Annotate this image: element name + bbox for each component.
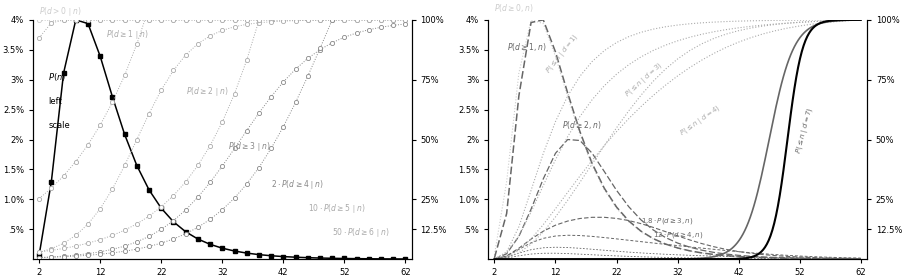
Text: $2\cdot P(d\geq 4\mid n)$: $2\cdot P(d\geq 4\mid n)$	[272, 179, 324, 191]
Text: $P(d\geq 3\mid n)$: $P(d\geq 3\mid n)$	[228, 140, 271, 153]
Text: $P(d\geq 1\mid n)$: $P(d\geq 1\mid n)$	[106, 28, 149, 41]
Text: $P(\leq n\mid d=1)$: $P(\leq n\mid d=1)$	[543, 32, 581, 76]
Text: $P(\leq n\mid d=3)$: $P(\leq n\mid d=3)$	[623, 60, 665, 100]
Text: left: left	[48, 97, 62, 106]
Text: $12\cdot P(d\geq 4,n)$: $12\cdot P(d\geq 4,n)$	[653, 230, 704, 240]
Text: $P(\leq n\mid d=4)$: $P(\leq n\mid d=4)$	[678, 102, 723, 139]
Text: $50\cdot P(d\geq 6\mid n)$: $50\cdot P(d\geq 6\mid n)$	[332, 226, 390, 239]
Text: $1.8\cdot P(d\geq 3,n)$: $1.8\cdot P(d\geq 3,n)$	[641, 216, 693, 226]
Text: $P(d>0\mid n)$: $P(d>0\mid n)$	[39, 5, 81, 18]
Text: $P(d\geq 2\mid n)$: $P(d\geq 2\mid n)$	[186, 85, 228, 98]
Text: scale: scale	[48, 121, 70, 130]
Text: $P(d\geq 0,n)$: $P(d\geq 0,n)$	[494, 2, 534, 14]
Text: $P(d\geq 1,n)$: $P(d\geq 1,n)$	[507, 41, 547, 53]
Text: $P(\leq n\mid d=7)$: $P(\leq n\mid d=7)$	[794, 106, 816, 155]
Text: $P(n)$: $P(n)$	[48, 71, 66, 83]
Text: $P(d\geq 2,n)$: $P(d\geq 2,n)$	[562, 118, 601, 130]
Text: $10\cdot P(d\geq 5\mid n)$: $10\cdot P(d\geq 5\mid n)$	[308, 202, 366, 215]
